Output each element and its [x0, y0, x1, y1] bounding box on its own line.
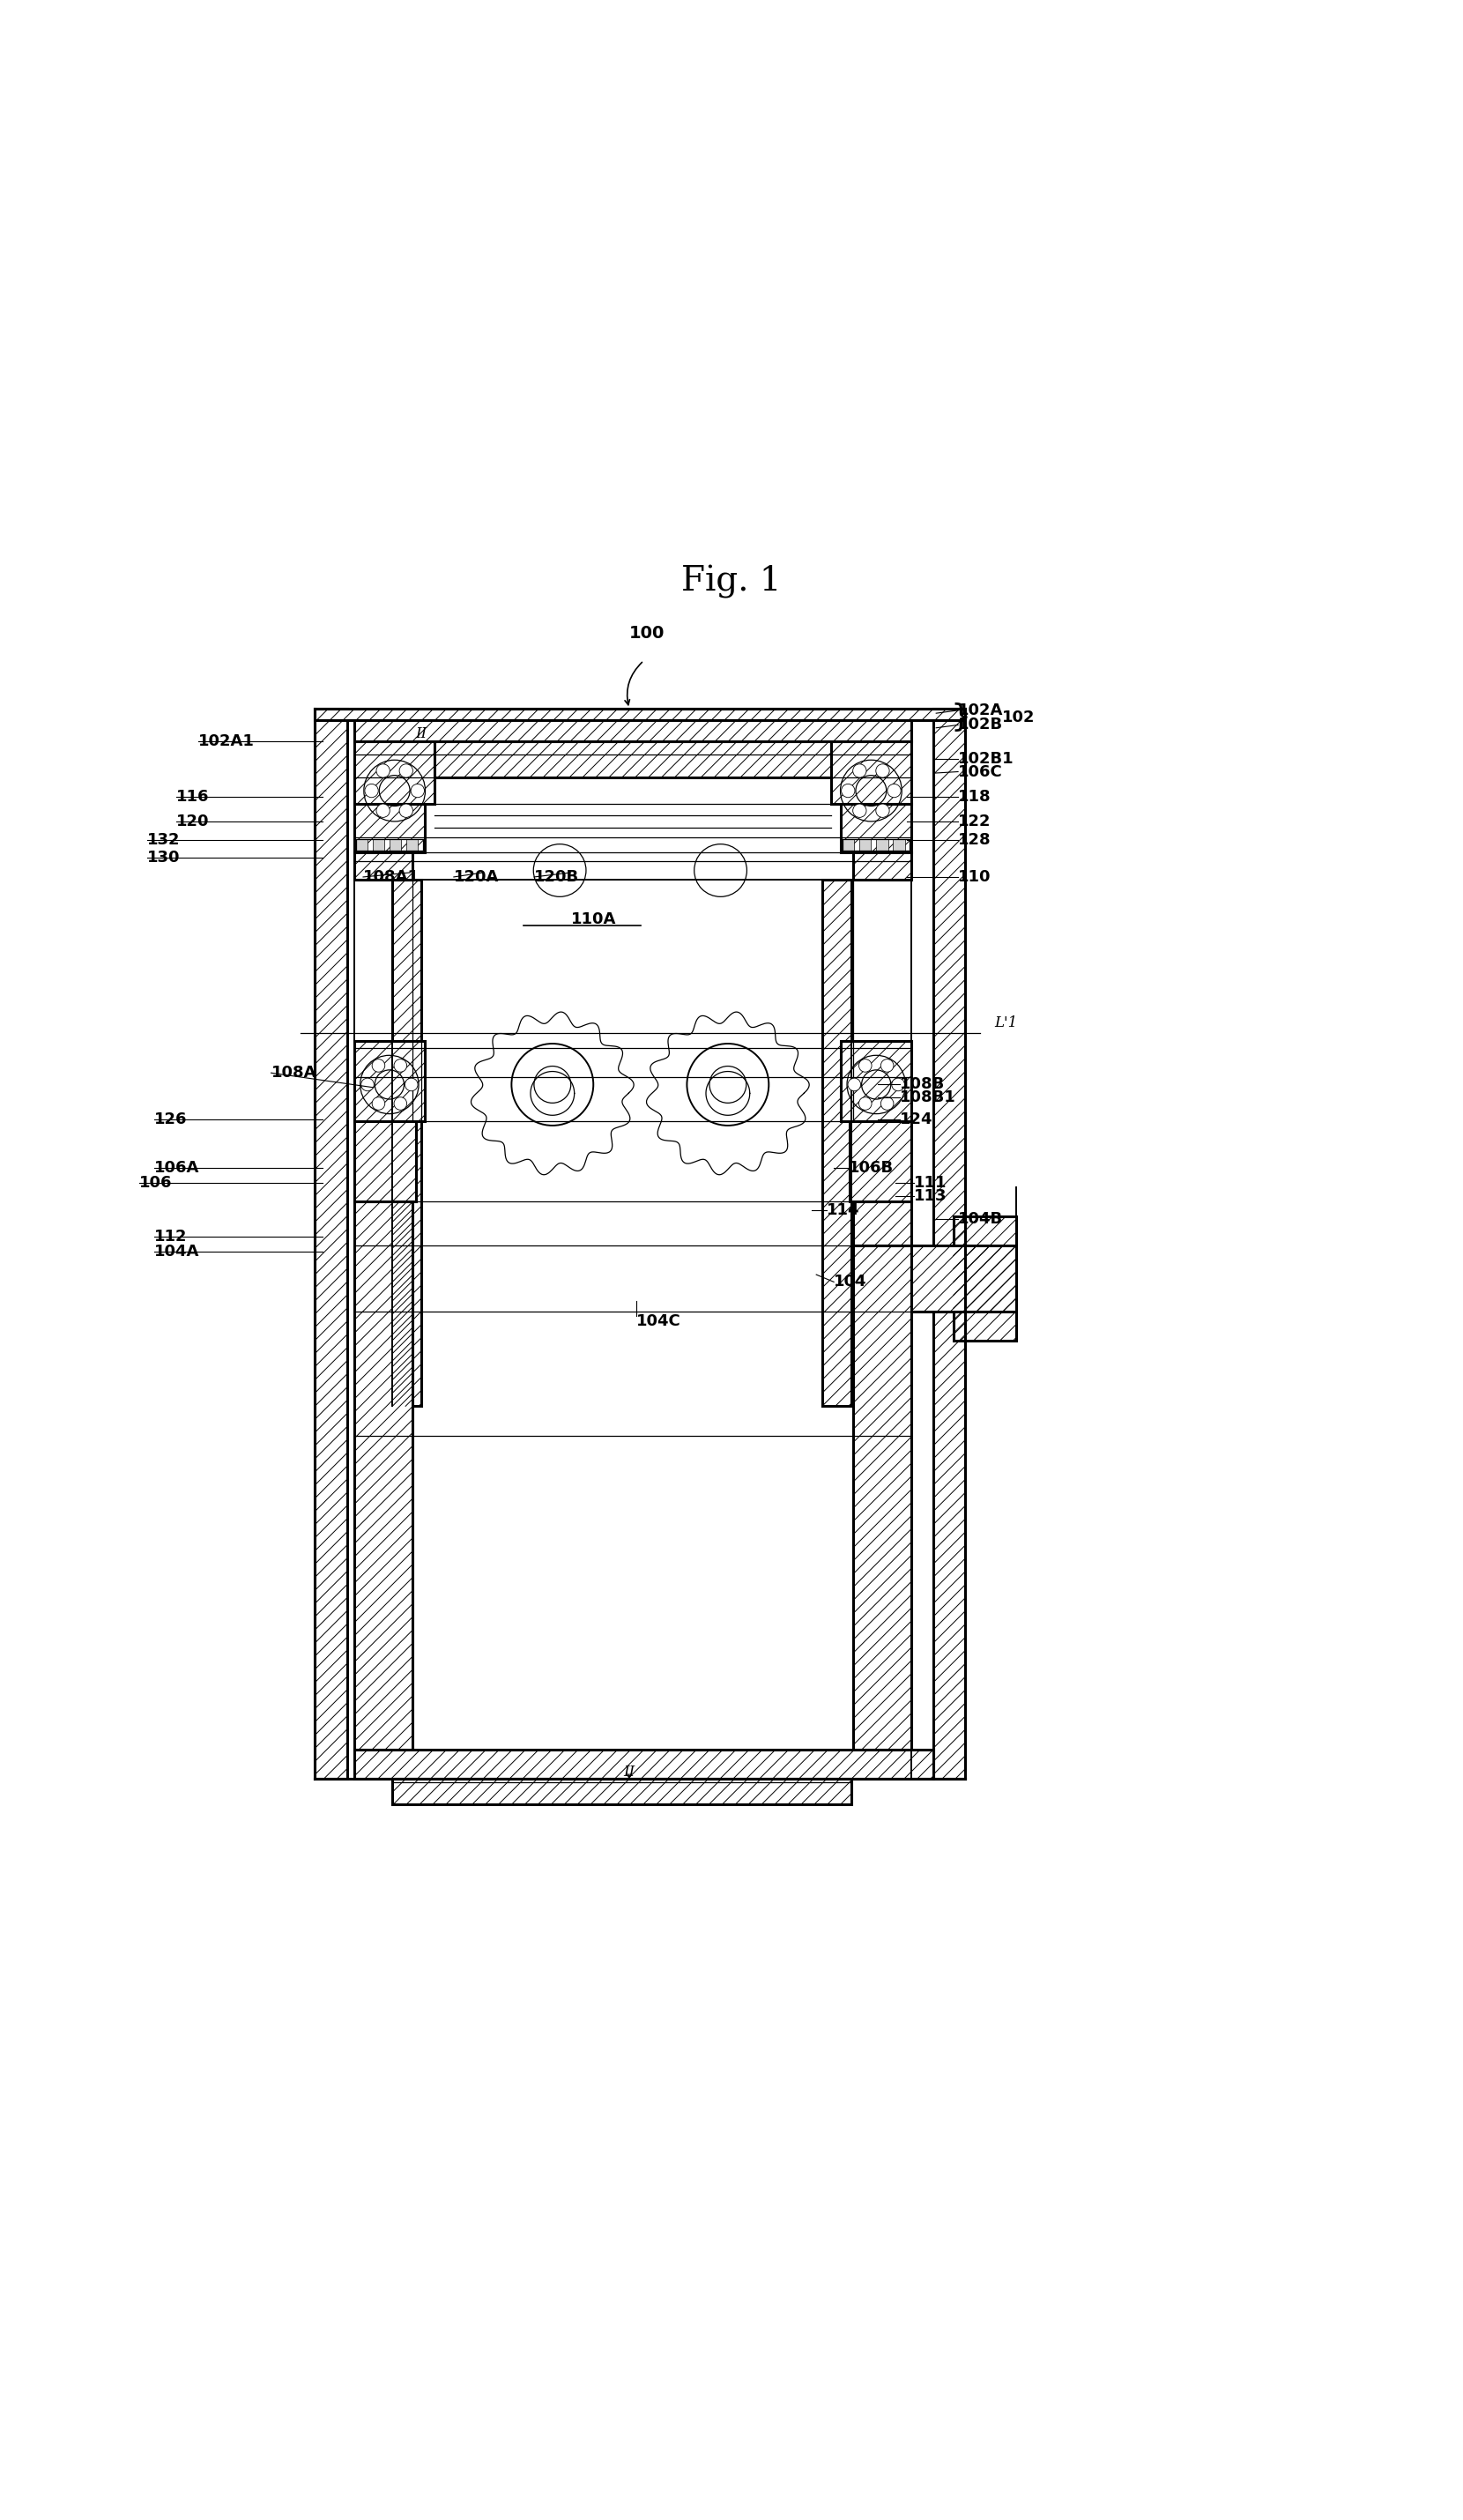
Circle shape [376, 804, 389, 816]
Circle shape [394, 1096, 407, 1109]
Text: 130: 130 [146, 849, 180, 867]
Bar [853, 1245, 911, 1749]
Bar [933, 708, 966, 1779]
Bar [356, 839, 423, 852]
Circle shape [399, 804, 413, 816]
Text: 111: 111 [914, 1174, 947, 1189]
Circle shape [411, 784, 424, 796]
Circle shape [364, 784, 379, 796]
Text: 126: 126 [154, 1111, 187, 1126]
Bar [389, 839, 401, 852]
Bar [354, 1041, 424, 1121]
Text: 122: 122 [958, 814, 990, 829]
Text: 110: 110 [958, 869, 990, 885]
Text: 104B: 104B [958, 1212, 1004, 1227]
Circle shape [859, 1096, 872, 1109]
Text: 102A: 102A [958, 703, 1004, 718]
Bar [876, 839, 888, 852]
Text: 104A: 104A [154, 1242, 199, 1260]
Text: 132: 132 [146, 832, 180, 849]
Bar [354, 804, 424, 852]
Bar [354, 1202, 413, 1749]
Bar [354, 1749, 933, 1779]
Circle shape [876, 804, 890, 816]
Text: 124: 124 [900, 1111, 932, 1126]
Bar [354, 741, 435, 804]
Circle shape [859, 1058, 872, 1071]
Bar [356, 839, 367, 852]
Bar [354, 721, 911, 741]
Text: 120: 120 [176, 814, 209, 829]
Circle shape [853, 764, 866, 779]
Bar [354, 1121, 415, 1202]
Text: 102B: 102B [958, 718, 1004, 733]
Bar [841, 1041, 911, 1121]
Text: 106C: 106C [958, 764, 1002, 779]
Text: 104: 104 [834, 1275, 868, 1290]
Bar [373, 839, 385, 852]
Bar [315, 708, 966, 721]
Bar [859, 839, 870, 852]
Text: 108A1: 108A1 [363, 869, 420, 885]
Bar [315, 708, 347, 1779]
Bar [354, 852, 413, 879]
Text: 118: 118 [958, 789, 992, 804]
Text: 102B1: 102B1 [958, 751, 1014, 766]
Text: Fig. 1: Fig. 1 [682, 564, 781, 597]
Circle shape [849, 1079, 860, 1091]
Text: L'1: L'1 [995, 1016, 1018, 1031]
Bar [392, 879, 421, 1406]
Text: }: } [951, 703, 971, 733]
Text: 116: 116 [176, 789, 209, 804]
Circle shape [876, 764, 890, 779]
Circle shape [881, 1096, 894, 1109]
Bar [853, 852, 911, 879]
Text: 112: 112 [154, 1230, 187, 1245]
Bar [911, 1245, 1017, 1310]
Bar [841, 804, 911, 852]
Bar [853, 1202, 911, 1245]
Bar [407, 839, 418, 852]
Circle shape [399, 764, 413, 779]
Circle shape [841, 784, 854, 796]
Bar [392, 1779, 851, 1804]
Text: 104C: 104C [636, 1313, 682, 1331]
Circle shape [394, 1058, 407, 1071]
Text: 102A1: 102A1 [198, 733, 255, 748]
Circle shape [892, 1079, 904, 1091]
Text: II: II [415, 726, 427, 741]
Text: 102: 102 [1002, 711, 1034, 726]
Circle shape [361, 1079, 375, 1091]
Bar [831, 741, 911, 804]
Text: 113: 113 [914, 1187, 947, 1205]
Text: 128: 128 [958, 832, 992, 849]
Text: 106B: 106B [849, 1159, 894, 1177]
Bar [822, 879, 851, 1406]
Circle shape [376, 764, 389, 779]
Bar [850, 1121, 911, 1202]
Text: 106A: 106A [154, 1159, 199, 1177]
Bar [843, 839, 910, 852]
Text: 108B1: 108B1 [900, 1089, 955, 1106]
Circle shape [853, 804, 866, 816]
Text: 114: 114 [827, 1202, 860, 1217]
Text: II: II [623, 1764, 635, 1779]
Bar [435, 741, 831, 779]
Text: 108A: 108A [271, 1066, 316, 1081]
Text: 120A: 120A [454, 869, 499, 885]
Circle shape [372, 1096, 385, 1109]
Bar [892, 839, 904, 852]
Text: 100: 100 [629, 625, 664, 643]
Circle shape [881, 1058, 894, 1071]
Text: 106: 106 [139, 1174, 173, 1189]
Bar [954, 1217, 1017, 1341]
Circle shape [888, 784, 901, 796]
Bar [843, 839, 854, 852]
Circle shape [372, 1058, 385, 1071]
Circle shape [405, 1079, 418, 1091]
Text: 120B: 120B [534, 869, 579, 885]
Text: 108B: 108B [900, 1076, 945, 1094]
Text: 110A: 110A [571, 912, 616, 927]
